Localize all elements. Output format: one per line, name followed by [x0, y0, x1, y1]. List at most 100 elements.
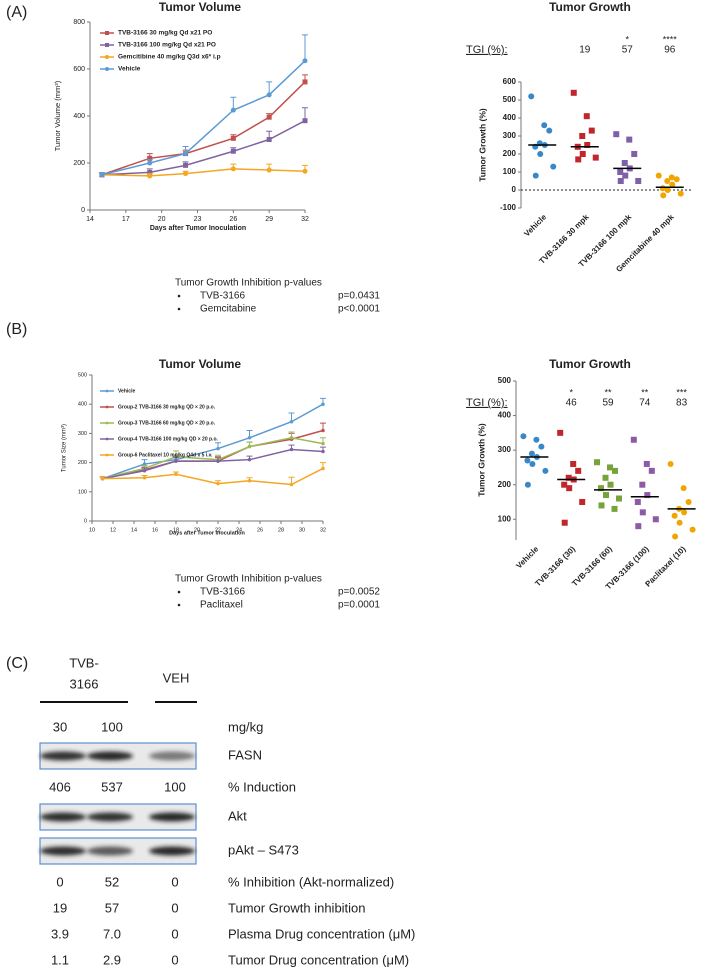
marker — [689, 526, 696, 533]
x-tick-label: 12 — [110, 527, 116, 533]
marker — [592, 154, 599, 161]
marker — [524, 481, 531, 488]
marker — [302, 118, 308, 124]
significance: *** — [676, 387, 687, 397]
marker — [676, 519, 683, 526]
x-tick-label: 30 — [299, 527, 305, 533]
group-label: VEH — [163, 670, 190, 685]
marker — [302, 168, 308, 174]
bullet — [177, 307, 181, 311]
marker — [643, 460, 650, 467]
x-tick-label: 26 — [257, 527, 263, 533]
legend-marker — [105, 31, 109, 35]
chart-title: Tumor Volume — [159, 0, 242, 14]
marker — [598, 502, 605, 509]
marker — [321, 449, 325, 454]
marker — [664, 178, 671, 184]
marker — [570, 460, 577, 467]
series-line — [101, 60, 306, 176]
x-tick-label: 20 — [194, 527, 200, 533]
significance: ** — [604, 387, 612, 397]
y-tick-label: 500 — [498, 376, 512, 385]
x-tick-label: 14 — [86, 216, 94, 223]
marker — [142, 462, 147, 466]
marker — [630, 436, 637, 443]
row-label: Tumor Growth inhibition — [228, 900, 366, 915]
marker — [652, 516, 659, 523]
y-tick-label: 0 — [81, 207, 85, 214]
x-tick-label: 17 — [122, 216, 130, 223]
pvalue-name: Gemcitabine — [200, 304, 257, 315]
legend-marker — [105, 55, 109, 59]
chart-title: Tumor Growth — [549, 0, 631, 14]
x-tick-label: 16 — [152, 527, 158, 533]
marker — [289, 482, 294, 487]
marker — [677, 190, 684, 197]
pvalue: p<0.0001 — [338, 304, 380, 315]
blot-band — [87, 751, 133, 761]
marker — [667, 460, 674, 467]
blot-band — [87, 812, 133, 822]
legend-marker — [105, 405, 109, 409]
marker — [594, 459, 600, 466]
y-axis-label: Tumor Volume (mm³) — [53, 80, 62, 151]
tgi-value: 96 — [664, 45, 676, 56]
blot-label: pAkt – S473 — [228, 842, 299, 857]
marker — [566, 485, 573, 492]
marker — [644, 492, 651, 499]
legend-marker — [105, 421, 109, 425]
y-tick-label: 100 — [498, 514, 512, 523]
marker — [626, 136, 633, 143]
pvalue: p=0.0001 — [338, 600, 380, 611]
marker — [669, 181, 676, 188]
y-tick-label: 400 — [73, 113, 85, 120]
significance: * — [569, 387, 573, 397]
marker — [147, 173, 153, 179]
y-tick-label: 200 — [73, 160, 85, 167]
marker — [550, 163, 557, 170]
x-tick-label: 24 — [236, 527, 242, 533]
blot-band — [149, 812, 195, 822]
marker — [100, 476, 105, 481]
significance: ** — [641, 387, 649, 397]
blot-label: Akt — [228, 808, 247, 823]
x-tick-label: Vehicle — [514, 544, 540, 570]
marker — [583, 113, 590, 120]
marker — [541, 122, 548, 129]
row-value: 52 — [105, 874, 119, 889]
tgi-value: 57 — [622, 45, 634, 56]
legend-marker — [105, 437, 109, 441]
marker — [216, 481, 220, 486]
row-value: 3.9 — [51, 926, 69, 941]
tgi-label: TGI (%): — [466, 44, 508, 56]
marker — [302, 79, 308, 85]
y-tick-label: 400 — [78, 402, 87, 408]
blot-label: FASN — [228, 747, 262, 762]
legend-label: Group-3 TVB-3166 60 mg/kg QD × 20 p.o. — [118, 420, 216, 426]
bullet — [177, 590, 181, 594]
x-tick-label: 20 — [158, 216, 166, 223]
panel-label: (C) — [6, 655, 28, 672]
marker — [607, 464, 613, 471]
marker — [321, 441, 325, 446]
x-tick-label: 28 — [278, 527, 284, 533]
marker — [575, 467, 582, 474]
x-tick-label: Vehicle — [522, 212, 548, 238]
y-tick-label: 500 — [78, 372, 87, 378]
marker — [622, 172, 629, 179]
blot-band — [40, 846, 86, 856]
y-tick-label: 0 — [84, 518, 87, 524]
row-value: 406 — [49, 779, 71, 794]
marker — [289, 419, 294, 424]
marker — [660, 192, 667, 199]
group-label: 3166 — [70, 676, 99, 691]
marker — [147, 160, 153, 166]
significance: **** — [663, 34, 678, 44]
row-value: 2.9 — [103, 952, 121, 967]
marker — [99, 172, 105, 178]
y-tick-label: 400 — [503, 113, 517, 122]
x-tick-label: 14 — [131, 527, 137, 533]
marker — [247, 478, 252, 483]
marker — [542, 467, 549, 474]
y-tick-label: 500 — [503, 95, 517, 104]
